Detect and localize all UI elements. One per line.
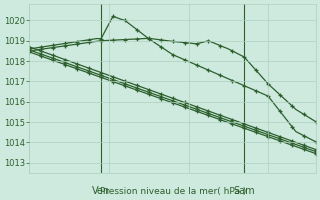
X-axis label: Pression niveau de la mer( hPa ): Pression niveau de la mer( hPa ): [100, 187, 246, 196]
Text: Ven: Ven: [92, 186, 110, 196]
Text: Sam: Sam: [233, 186, 255, 196]
